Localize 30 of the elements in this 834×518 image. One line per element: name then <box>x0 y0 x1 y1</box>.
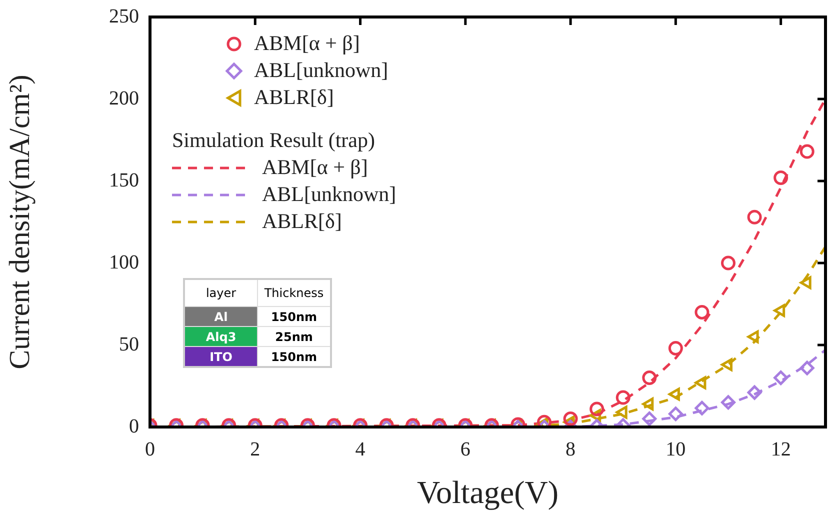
x-tick-label: 0 <box>145 438 155 460</box>
y-tick-label: 200 <box>109 87 139 110</box>
y-tick-label: 0 <box>129 415 139 438</box>
annotation: 150nm <box>258 346 331 367</box>
legend-label: ABLR[δ] <box>262 208 342 235</box>
legend-label: ABL[unknown] <box>254 57 388 84</box>
y-tick-label: 250 <box>109 5 139 28</box>
y-axis-title: Current density(mA/cm²) <box>4 74 36 370</box>
annotation: layer <box>184 279 258 306</box>
color-swatch: Al <box>184 306 258 326</box>
legend-label: ABM[α + β] <box>254 30 360 57</box>
annotation: Thickness <box>258 279 331 306</box>
legend-label: ABM[α + β] <box>262 154 368 181</box>
color-swatch: Alq3 <box>184 326 258 346</box>
legend-title: Simulation Result (trap) <box>172 127 376 154</box>
color-swatch: ITO <box>184 346 258 367</box>
x-tick-label: 10 <box>666 438 686 460</box>
annotation: 25nm <box>258 326 331 346</box>
y-tick-label: 150 <box>109 169 139 192</box>
x-tick-label: 12 <box>770 438 791 460</box>
y-tick-label: 50 <box>119 333 139 356</box>
legend-label: ABLR[δ] <box>254 84 334 111</box>
x-tick-label: 6 <box>460 438 470 460</box>
x-tick-label: 2 <box>250 438 260 460</box>
x-axis-title: Voltage(V) <box>416 474 559 510</box>
annotation: 150nm <box>258 306 331 326</box>
x-tick-label: 8 <box>566 438 576 460</box>
legend-label: ABL[unknown] <box>262 181 396 208</box>
x-tick-label: 4 <box>355 438 366 460</box>
y-tick-label: 100 <box>109 251 139 274</box>
